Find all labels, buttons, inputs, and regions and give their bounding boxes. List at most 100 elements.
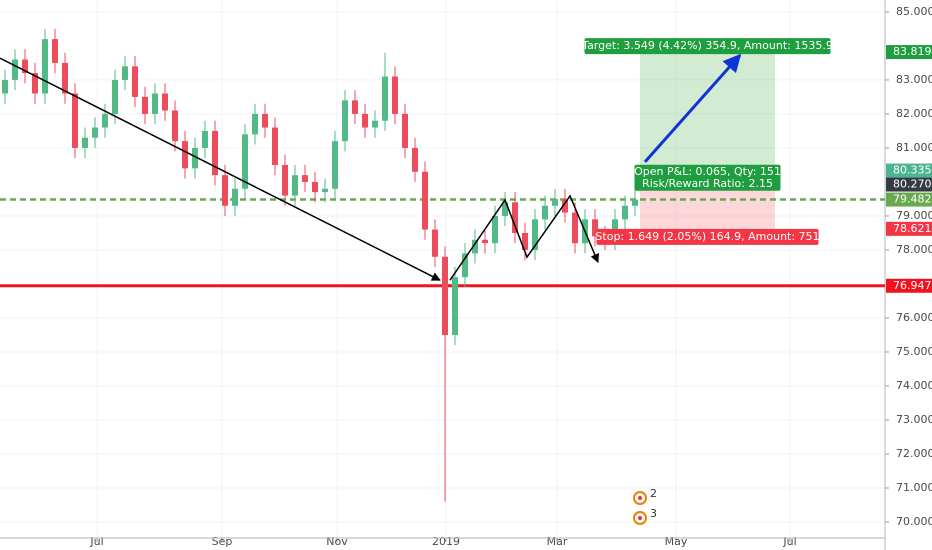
candle-body [332,141,338,189]
candle-body [432,229,438,257]
target-label-box [584,38,831,55]
y-tick-label: 79.000 [896,209,932,222]
candle-body [422,171,428,230]
y-tick-label: 76.000 [896,311,932,324]
x-tick-label: Mar [547,535,568,548]
candle-body [622,205,628,220]
target-label: Target: 3.549 (4.42%) 354.9, Amount: 153… [581,39,833,52]
candle-body [122,66,128,80]
price-tag [886,177,932,192]
candle-body [102,113,108,128]
candle-body [12,59,18,80]
price-tag-label: 76.947 [893,279,932,292]
candle-body [132,66,138,97]
price-tag-label: 83.819 [893,45,932,58]
price-tag [886,221,932,236]
candle-body [182,141,188,169]
candle-body [472,239,478,254]
candle-body [192,147,198,169]
candle-body [482,239,488,244]
candle-body [292,175,298,196]
x-tick-label: May [665,535,688,548]
pnl-label: Open P&L: 0.065, Qty: 151 [634,165,781,178]
price-tag-label: 80.270 [893,178,932,191]
x-tick-label: Jul [89,535,103,548]
candle-body [372,120,378,128]
price-tag [886,192,932,207]
candle-body [62,62,68,94]
x-tick-label: Sep [212,535,233,548]
candle-body [342,100,348,142]
x-tick-label: Jul [782,535,796,548]
y-tick-label: 81.000 [896,141,932,154]
pnl-box [634,164,781,191]
price-tag-label: 79.482 [893,193,932,206]
stop-label-box [596,228,819,245]
candle-body [412,147,418,172]
y-tick-label: 83.000 [896,73,932,86]
candle-body [212,130,218,176]
candle-body [172,110,178,142]
candle-body [522,232,528,250]
candle-body [512,202,518,233]
y-tick-label: 70.000 [896,515,932,528]
candle-body [262,113,268,128]
candle-body [222,175,228,206]
candle-body [52,39,58,63]
price-tag [886,45,932,60]
candle-body [312,181,318,193]
candle-body [82,137,88,148]
y-tick-label: 72.000 [896,447,932,460]
candle-body [352,100,358,114]
y-tick-label: 78.000 [896,243,932,256]
y-tick-label: 75.000 [896,345,932,358]
candle-body [382,76,388,121]
price-tag-label: 80.335 [893,164,932,177]
trend-line [0,57,441,281]
candle-body [282,164,288,196]
candle-body [162,93,168,111]
event-dot [638,496,642,500]
candle-body [142,96,148,114]
price-tag [886,278,932,293]
candle-body [452,277,458,335]
candle-body [562,198,568,213]
candle-body [242,134,248,189]
rr-label: Risk/Reward Ratio: 2.15 [642,177,773,190]
price-tag [886,163,932,178]
candle-body [112,79,118,114]
candle-body [22,59,28,74]
x-tick-label: Nov [326,535,348,548]
candle-body [402,113,408,148]
candle-body [92,127,98,138]
candle-body [392,76,398,114]
candle-body [542,205,548,220]
candle-body [502,202,508,216]
price-tag-label: 78.621 [893,222,932,235]
candle-body [442,256,448,335]
candle-body [2,79,8,94]
candle-body [272,127,278,165]
candle-body [632,199,638,206]
candle-body [72,93,78,148]
y-tick-label: 71.000 [896,481,932,494]
candle-body [42,39,48,94]
candle-body [232,188,238,206]
zigzag-arrows [449,194,599,281]
event-count: 2 [650,487,657,500]
x-tick-label: 2019 [432,535,460,548]
profit-zone [640,52,775,173]
event-dot [638,516,642,520]
y-tick-label: 82.000 [896,107,932,120]
event-count: 3 [650,507,657,520]
candle-body [552,198,558,206]
candle-body [462,253,468,278]
target-arrow [643,53,742,163]
stop-label: Stop: 1.649 (2.05%) 164.9, Amount: 751 [595,230,819,243]
y-tick-label: 85.000 [896,5,932,18]
candle-body [32,73,38,94]
candle-body [492,215,498,244]
candle-body [532,219,538,250]
y-tick-label: 74.000 [896,379,932,392]
